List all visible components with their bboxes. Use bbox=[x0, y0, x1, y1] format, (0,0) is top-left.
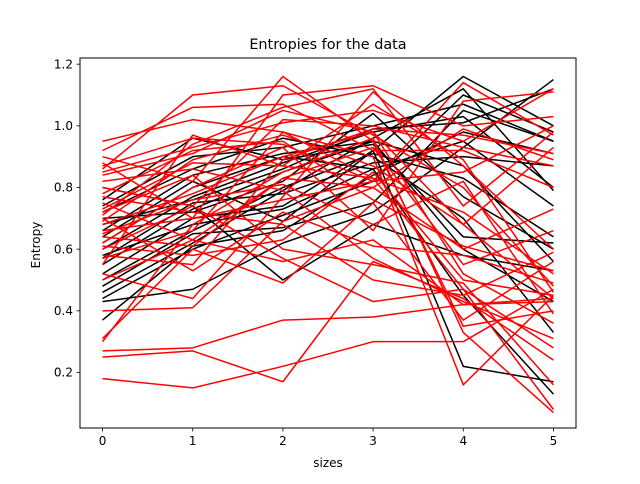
y-tick-label: 0.8 bbox=[54, 181, 73, 195]
series-line-35 bbox=[102, 91, 554, 244]
x-tick-label: 5 bbox=[550, 434, 558, 448]
plot-frame bbox=[79, 57, 577, 429]
series-line-52 bbox=[102, 134, 554, 226]
series-line-55 bbox=[102, 88, 554, 173]
series-layer bbox=[101, 75, 555, 414]
x-tick-label: 4 bbox=[459, 434, 467, 448]
series-line-46 bbox=[102, 260, 554, 383]
series-line-40 bbox=[102, 91, 554, 300]
series-line-44 bbox=[101, 137, 554, 414]
series-line-28 bbox=[102, 128, 554, 241]
series-line-53 bbox=[102, 180, 555, 315]
series-line-39 bbox=[101, 134, 554, 275]
axis-layer: 0 1 2 3 4 5 0.2 0.4 0.6 0.8 1.0 1.2 bbox=[54, 57, 557, 448]
series-line-26 bbox=[102, 118, 554, 207]
series-line-17 bbox=[102, 131, 554, 321]
y-axis-label: Entropy bbox=[29, 222, 43, 269]
series-line-19 bbox=[102, 88, 555, 293]
series-line-43 bbox=[102, 202, 554, 340]
chart-title: Entropies for the data bbox=[249, 37, 406, 53]
series-line-14 bbox=[102, 103, 554, 207]
series-line-33 bbox=[102, 125, 554, 232]
series-line-47 bbox=[102, 288, 554, 389]
y-tick-label: 0.4 bbox=[54, 304, 73, 318]
y-tick-label: 1.2 bbox=[54, 57, 73, 71]
series-line-49 bbox=[102, 81, 554, 183]
series-line-54 bbox=[102, 171, 554, 297]
x-tick-label: 1 bbox=[189, 434, 197, 448]
series-line-31 bbox=[102, 211, 554, 284]
y-tick-label: 1.0 bbox=[54, 119, 73, 133]
series-line-51 bbox=[102, 174, 555, 386]
series-line-11 bbox=[102, 88, 554, 226]
x-tick-label: 0 bbox=[99, 434, 107, 448]
series-line-1 bbox=[102, 94, 554, 300]
x-tick-label: 3 bbox=[369, 434, 377, 448]
x-axis-label: sizes bbox=[313, 456, 343, 470]
series-line-15 bbox=[102, 137, 554, 244]
series-line-6 bbox=[102, 155, 554, 260]
series-line-45 bbox=[102, 300, 554, 352]
series-line-2 bbox=[102, 109, 554, 287]
y-tick-label: 0.2 bbox=[54, 366, 73, 380]
series-line-21 bbox=[102, 75, 554, 327]
series-line-48 bbox=[102, 103, 554, 189]
y-tick-label: 0.6 bbox=[54, 242, 73, 256]
series-line-50 bbox=[102, 196, 554, 297]
x-tick-label: 2 bbox=[279, 434, 287, 448]
